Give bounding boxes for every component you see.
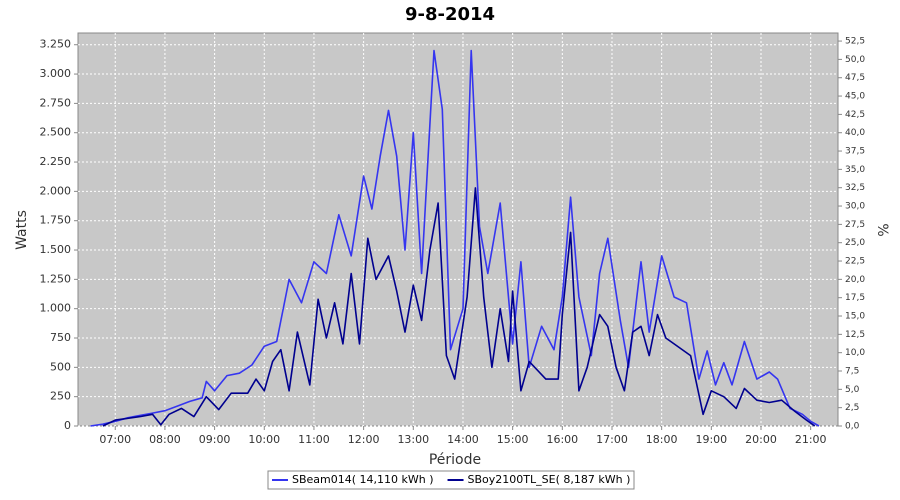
y2-tick-label: 35,0 [845,165,865,175]
y-tick-label: 3.250 [40,38,72,51]
y2-tick-label: 42,5 [845,110,865,120]
x-tick-label: 12:00 [348,433,380,446]
y-tick-label: 1.000 [40,302,72,315]
y2-tick-label: 20,0 [845,275,865,285]
x-tick-label: 10:00 [248,433,280,446]
chart-title: 9-8-2014 [405,4,495,25]
y2-tick-label: 10,0 [845,348,865,358]
x-tick-label: 16:00 [546,433,578,446]
series-line [90,49,820,427]
x-tick-label: 14:00 [447,433,479,446]
y-tick-label: 500 [50,360,71,373]
y2-tick-label: 32,5 [845,183,865,193]
x-tick-label: 15:00 [497,433,529,446]
x-axis-label: Période [429,452,481,468]
x-tick-label: 18:00 [646,433,678,446]
x-tick-label: 11:00 [298,433,330,446]
y2-tick-label: 50,0 [845,55,865,65]
y2-tick-label: 22,5 [845,257,865,267]
y2-axis-label: % [874,223,890,236]
y2-tick-label: 15,0 [845,312,865,322]
y-tick-label: 2.000 [40,184,72,197]
y-tick-label: 1.500 [40,243,72,256]
legend-label: SBoy2100TL_SE( 8,187 kWh ) [468,473,631,486]
y2-tick-label: 45,0 [845,92,865,102]
x-tick-label: 17:00 [596,433,628,446]
y-tick-label: 2.250 [40,155,72,168]
y-tick-label: 1.250 [40,272,72,285]
y2-tick-label: 30,0 [845,202,865,212]
y-tick-label: 2.500 [40,126,72,139]
y2-tick-label: 2,5 [845,403,859,413]
y-tick-label: 0 [64,419,71,432]
x-tick-label: 19:00 [695,433,727,446]
y2-tick-label: 27,5 [845,220,865,230]
x-tick-label: 13:00 [397,433,429,446]
y2-tick-label: 47,5 [845,73,865,83]
x-tick-label: 21:00 [795,433,827,446]
y-tick-label: 750 [50,331,71,344]
series-line [102,187,816,427]
y2-tick-label: 40,0 [845,128,865,138]
y2-tick-label: 52,5 [845,37,865,47]
y2-tick-label: 7,5 [845,367,859,377]
y2-tick-label: 37,5 [845,147,865,157]
y-tick-label: 250 [50,390,71,403]
y-tick-label: 1.750 [40,214,72,227]
y2-tick-label: 17,5 [845,293,865,303]
x-tick-label: 08:00 [149,433,181,446]
y2-tick-label: 5,0 [845,385,860,395]
y2-tick-label: 12,5 [845,330,865,340]
y-tick-label: 2.750 [40,96,72,109]
y-tick-label: 3.000 [40,67,72,80]
legend-label: SBeam014( 14,110 kWh ) [292,473,434,486]
x-tick-label: 09:00 [199,433,231,446]
y-axis-label: Watts [14,210,30,250]
x-tick-label: 20:00 [745,433,777,446]
y2-tick-label: 25,0 [845,238,865,248]
x-tick-label: 07:00 [99,433,131,446]
y2-tick-label: 0,0 [845,422,860,432]
